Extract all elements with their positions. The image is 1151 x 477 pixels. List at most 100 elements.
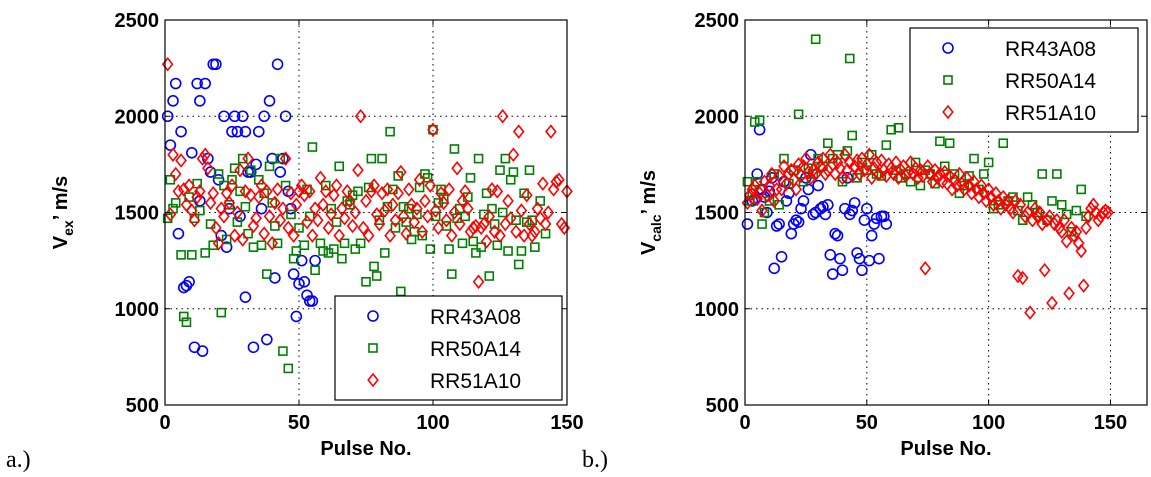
data-point — [451, 160, 463, 176]
data-point — [1009, 193, 1022, 209]
data-point — [878, 210, 890, 223]
data-point — [299, 240, 310, 251]
data-point — [269, 195, 281, 211]
data-point — [741, 218, 754, 230]
y-tick-label: 2500 — [695, 10, 740, 32]
data-point — [280, 180, 291, 191]
legend-box — [909, 27, 1139, 133]
data-point — [237, 153, 248, 164]
data-point — [236, 110, 249, 123]
data-point — [258, 226, 270, 241]
legend-label: RR43A08 — [1005, 38, 1096, 61]
data-point — [408, 214, 421, 230]
data-point — [453, 216, 466, 232]
data-point — [1052, 169, 1062, 179]
data-point — [331, 217, 342, 227]
data-point — [277, 152, 289, 165]
data-point — [239, 184, 252, 199]
data-point — [207, 185, 220, 201]
data-point — [807, 208, 820, 221]
data-point — [223, 195, 236, 211]
data-point — [484, 271, 495, 281]
data-point — [829, 227, 841, 240]
data-point — [385, 126, 395, 137]
data-point — [1070, 224, 1083, 240]
data-point — [231, 205, 244, 220]
data-point — [467, 220, 480, 236]
data-point — [516, 246, 527, 256]
data-point — [172, 227, 185, 240]
data-point — [1075, 243, 1088, 259]
data-point — [497, 207, 508, 218]
legend-marker — [367, 310, 379, 322]
data-point — [338, 210, 351, 226]
data-point — [298, 275, 311, 288]
data-point — [328, 187, 340, 203]
data-point — [239, 291, 252, 304]
data-point — [395, 164, 407, 180]
data-point — [271, 182, 284, 197]
data-point — [472, 274, 485, 290]
data-point — [425, 244, 436, 254]
data-point — [188, 212, 201, 228]
data-point — [518, 228, 530, 243]
legend-marker — [367, 372, 379, 388]
data-point — [403, 182, 415, 197]
data-point — [756, 203, 768, 218]
data-point — [440, 212, 453, 228]
data-point — [510, 224, 522, 240]
y-tick-label: 2000 — [695, 106, 740, 128]
data-point — [277, 201, 289, 216]
data-point — [797, 195, 810, 207]
data-point — [169, 77, 182, 90]
data-point — [181, 317, 192, 328]
data-point — [306, 228, 319, 243]
x-tick-label: 100 — [972, 412, 1005, 434]
data-point — [236, 232, 249, 247]
data-point — [290, 197, 303, 213]
data-point — [507, 147, 520, 163]
data-point — [530, 242, 540, 252]
data-point — [445, 228, 458, 243]
data-point — [274, 166, 287, 178]
data-point — [834, 252, 846, 265]
data-point — [287, 228, 300, 243]
data-point — [298, 187, 311, 203]
data-point — [468, 236, 479, 247]
data-point — [1033, 205, 1046, 220]
data-point — [360, 193, 372, 209]
x-tick-label: 50 — [856, 412, 878, 434]
data-point — [1048, 216, 1061, 232]
data-point — [826, 268, 839, 280]
data-point — [202, 160, 214, 176]
data-point — [204, 195, 217, 211]
y-axis-label: Vex’ m/s — [50, 176, 76, 249]
data-point — [252, 125, 265, 138]
legend: RR43A08 RR50A14 RR51A10 — [334, 295, 563, 401]
data-point — [761, 187, 773, 203]
data-point — [220, 241, 233, 253]
data-point — [919, 261, 932, 276]
data-point — [243, 228, 253, 239]
data-point — [792, 216, 805, 228]
data-point — [504, 210, 517, 226]
data-point — [987, 197, 1000, 213]
x-tick-label: 150 — [550, 412, 583, 434]
data-point — [290, 310, 303, 323]
data-point — [1046, 295, 1058, 311]
data-point — [802, 183, 815, 196]
data-point — [256, 240, 267, 251]
data-point — [210, 58, 222, 71]
data-point — [250, 210, 262, 226]
data-point — [261, 333, 273, 346]
series-rr51a10 — [161, 56, 573, 290]
data-point — [194, 95, 206, 107]
data-point — [255, 202, 268, 215]
data-point — [200, 248, 210, 258]
data-point — [165, 174, 176, 185]
data-point — [191, 77, 203, 90]
x-tick-label: 150 — [1094, 412, 1127, 434]
data-point — [1047, 196, 1057, 206]
series-rr43a08 — [741, 123, 893, 280]
